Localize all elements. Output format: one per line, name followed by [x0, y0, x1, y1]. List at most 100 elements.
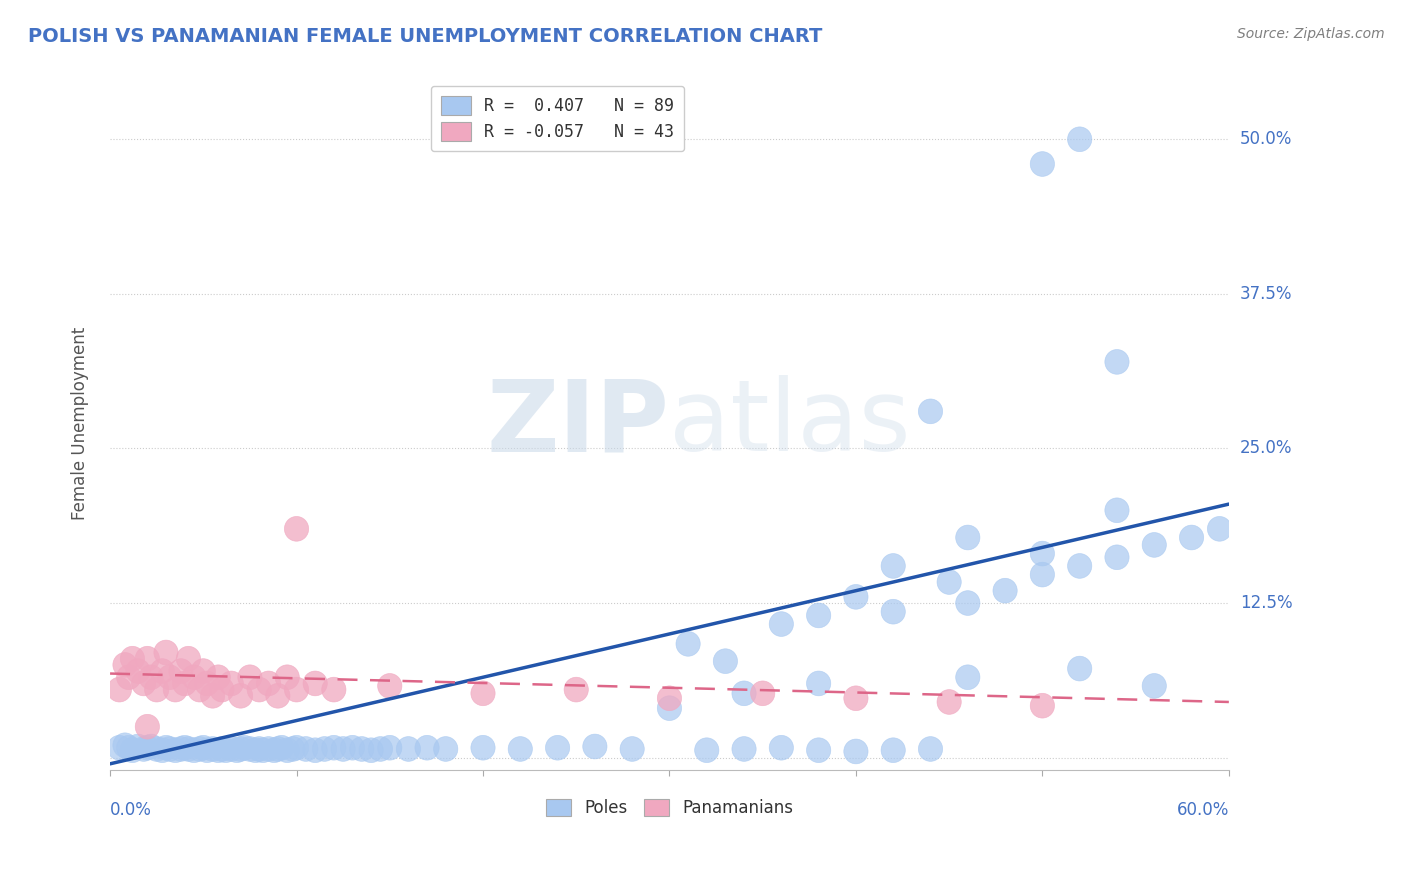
Ellipse shape [882, 738, 905, 763]
Ellipse shape [1031, 693, 1054, 718]
Ellipse shape [294, 737, 318, 762]
Ellipse shape [207, 665, 231, 690]
Ellipse shape [163, 677, 187, 702]
Ellipse shape [107, 677, 132, 702]
Ellipse shape [882, 599, 905, 624]
Ellipse shape [1031, 562, 1054, 587]
Ellipse shape [918, 399, 942, 424]
Ellipse shape [713, 648, 738, 673]
Ellipse shape [157, 665, 181, 690]
Ellipse shape [844, 584, 868, 609]
Ellipse shape [620, 737, 644, 762]
Ellipse shape [117, 665, 141, 690]
Ellipse shape [807, 671, 831, 696]
Ellipse shape [658, 696, 682, 721]
Ellipse shape [508, 737, 533, 762]
Ellipse shape [176, 647, 201, 671]
Text: atlas: atlas [669, 376, 911, 472]
Text: 60.0%: 60.0% [1177, 800, 1229, 819]
Ellipse shape [281, 737, 305, 762]
Ellipse shape [107, 735, 132, 760]
Ellipse shape [173, 735, 197, 760]
Ellipse shape [173, 671, 197, 696]
Ellipse shape [1067, 127, 1092, 152]
Ellipse shape [229, 737, 253, 762]
Ellipse shape [150, 738, 174, 763]
Ellipse shape [135, 714, 159, 739]
Ellipse shape [1142, 533, 1167, 558]
Ellipse shape [127, 658, 150, 683]
Ellipse shape [956, 665, 980, 690]
Ellipse shape [733, 681, 756, 706]
Ellipse shape [350, 737, 374, 762]
Ellipse shape [181, 665, 207, 690]
Text: 50.0%: 50.0% [1240, 130, 1292, 148]
Ellipse shape [187, 737, 212, 762]
Ellipse shape [169, 658, 193, 683]
Ellipse shape [844, 686, 868, 711]
Ellipse shape [270, 735, 294, 760]
Ellipse shape [322, 735, 346, 760]
Ellipse shape [769, 612, 793, 636]
Ellipse shape [153, 735, 179, 760]
Ellipse shape [121, 738, 145, 763]
Ellipse shape [807, 738, 831, 763]
Legend: Poles, Panamanians: Poles, Panamanians [538, 792, 800, 824]
Ellipse shape [1067, 554, 1092, 578]
Ellipse shape [471, 735, 495, 760]
Ellipse shape [936, 570, 962, 594]
Ellipse shape [247, 677, 271, 702]
Ellipse shape [1180, 525, 1204, 549]
Ellipse shape [322, 677, 346, 702]
Ellipse shape [993, 578, 1017, 603]
Ellipse shape [304, 671, 328, 696]
Ellipse shape [201, 737, 225, 762]
Ellipse shape [229, 683, 253, 708]
Ellipse shape [1031, 152, 1054, 177]
Ellipse shape [658, 686, 682, 711]
Ellipse shape [751, 681, 775, 706]
Ellipse shape [195, 671, 219, 696]
Ellipse shape [918, 737, 942, 762]
Ellipse shape [304, 738, 328, 763]
Ellipse shape [433, 737, 458, 762]
Ellipse shape [153, 640, 179, 665]
Ellipse shape [276, 665, 299, 690]
Text: POLISH VS PANAMANIAN FEMALE UNEMPLOYMENT CORRELATION CHART: POLISH VS PANAMANIAN FEMALE UNEMPLOYMENT… [28, 27, 823, 45]
Ellipse shape [157, 737, 181, 762]
Ellipse shape [582, 734, 607, 759]
Ellipse shape [546, 735, 569, 760]
Ellipse shape [471, 681, 495, 706]
Ellipse shape [214, 738, 238, 763]
Ellipse shape [1105, 498, 1129, 523]
Ellipse shape [396, 737, 420, 762]
Ellipse shape [266, 737, 290, 762]
Ellipse shape [132, 671, 156, 696]
Ellipse shape [276, 738, 299, 763]
Ellipse shape [195, 738, 219, 763]
Ellipse shape [169, 737, 193, 762]
Ellipse shape [121, 647, 145, 671]
Ellipse shape [262, 738, 287, 763]
Text: 37.5%: 37.5% [1240, 285, 1292, 303]
Ellipse shape [256, 737, 281, 762]
Ellipse shape [191, 658, 215, 683]
Y-axis label: Female Unemployment: Female Unemployment [72, 327, 89, 520]
Ellipse shape [127, 734, 150, 759]
Ellipse shape [330, 737, 356, 762]
Ellipse shape [187, 677, 212, 702]
Ellipse shape [139, 734, 163, 759]
Ellipse shape [882, 554, 905, 578]
Text: 0.0%: 0.0% [110, 800, 152, 819]
Ellipse shape [415, 735, 439, 760]
Ellipse shape [145, 677, 169, 702]
Ellipse shape [139, 665, 163, 690]
Ellipse shape [1105, 545, 1129, 570]
Ellipse shape [769, 735, 793, 760]
Ellipse shape [117, 735, 141, 760]
Ellipse shape [135, 647, 159, 671]
Ellipse shape [378, 673, 402, 698]
Ellipse shape [1105, 350, 1129, 375]
Ellipse shape [1208, 516, 1232, 541]
Ellipse shape [564, 677, 588, 702]
